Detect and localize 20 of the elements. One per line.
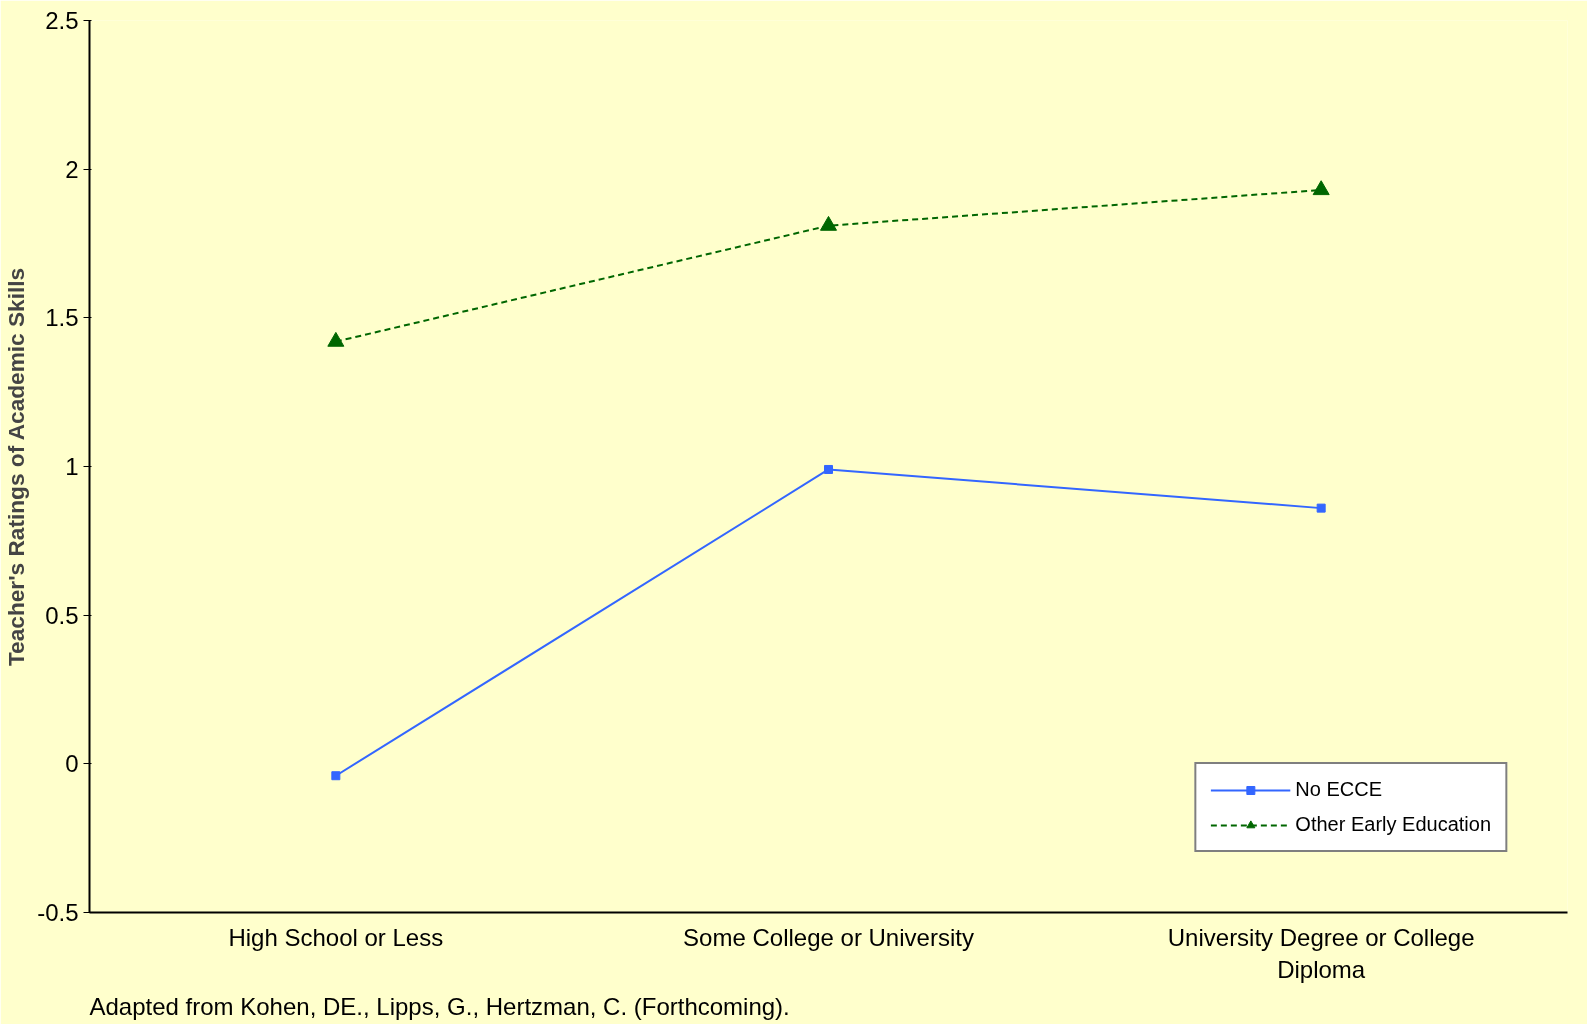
- y-tick-label: 1.5: [45, 304, 79, 332]
- legend-label: Other Early Education: [1295, 813, 1491, 836]
- point: [824, 464, 833, 474]
- point: [327, 331, 345, 347]
- y-tick-label: -0.5: [37, 899, 79, 926]
- point: [1316, 503, 1326, 513]
- y-axis-title: Teacher's Ratings of Academic Skills: [3, 267, 30, 667]
- point: [1312, 180, 1330, 196]
- y-tick-label: 0: [65, 750, 79, 778]
- point: [820, 215, 837, 231]
- point: [331, 771, 341, 781]
- legend-label: No ECCE: [1295, 778, 1383, 801]
- y-tick-label: 1: [65, 453, 79, 480]
- y-tick-label: 2: [65, 155, 79, 183]
- x-tick-label: High School or Less: [228, 923, 444, 951]
- x-tick-label: University Degree or College Diploma: [1167, 923, 1475, 983]
- x-tick-label: Some College or University: [683, 923, 974, 951]
- y-tick-label: 2.5: [45, 7, 79, 34]
- y-tick-label: 0.5: [45, 601, 79, 629]
- text: Adapted from Kohen, DE., Lipps, G., Hertzman, C. (Forthcoming).: [89, 992, 790, 1020]
